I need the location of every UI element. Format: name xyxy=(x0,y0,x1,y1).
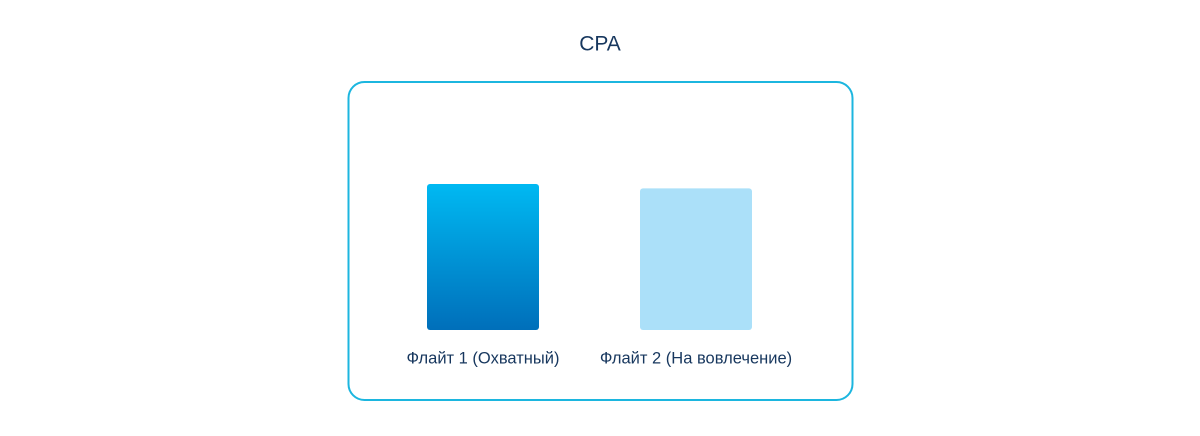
x-tick-label: Флайт 2 (На вовлечение) xyxy=(600,349,792,367)
bar xyxy=(427,184,539,330)
x-tick-label: Флайт 1 (Охватный) xyxy=(407,349,560,367)
chart-title: CPA xyxy=(579,33,621,56)
bar xyxy=(640,188,752,330)
chart-frame xyxy=(347,81,854,401)
